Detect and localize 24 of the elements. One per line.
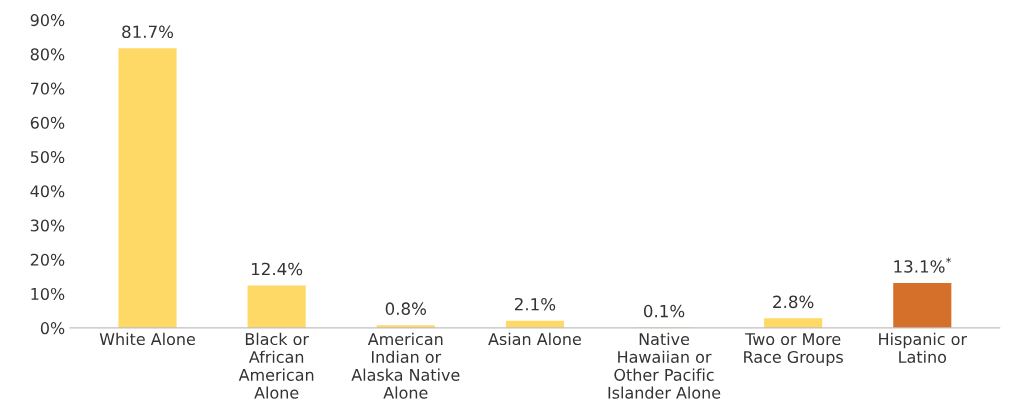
y-tick-label: 0% bbox=[40, 322, 65, 335]
data-label: 0.1% bbox=[643, 304, 685, 318]
x-tick-label: Asian Alone bbox=[488, 332, 581, 346]
y-tick-label: 70% bbox=[30, 82, 65, 95]
y-tick-label: 50% bbox=[30, 150, 65, 164]
y-tick-label: 80% bbox=[30, 48, 65, 61]
x-tick-label: Hispanic or Latino bbox=[879, 332, 968, 363]
data-label: 2.1% bbox=[514, 297, 556, 311]
data-label: 12.4% bbox=[252, 262, 303, 276]
x-tick-label: American Indian or Alaska Native Alone bbox=[351, 332, 460, 399]
y-tick-label: 90% bbox=[30, 14, 65, 27]
data-label: 0.8% bbox=[385, 302, 427, 315]
y-tick-label: 40% bbox=[30, 185, 65, 198]
y-tick-label: 30% bbox=[30, 219, 65, 232]
y-tick-label: 20% bbox=[30, 253, 65, 266]
data-label: 2.8% bbox=[773, 295, 814, 309]
x-tick-label: White Alone bbox=[99, 332, 195, 346]
data-label: 81.7% bbox=[122, 25, 174, 39]
x-tick-label: Two or More Race Groups bbox=[744, 333, 843, 367]
y-tick-label: 60% bbox=[30, 116, 65, 129]
y-tick-label: 10% bbox=[31, 287, 65, 300]
x-tick-label: Native Hawaiian or Other Pacific Islander Alone bbox=[608, 332, 721, 399]
data-label: 13.1%$^{*}$ bbox=[894, 257, 952, 273]
x-tick-label: Black or African American Alone bbox=[238, 332, 314, 399]
